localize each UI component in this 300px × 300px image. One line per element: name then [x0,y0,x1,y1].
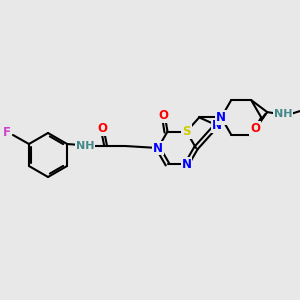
Text: O: O [250,122,260,135]
Text: F: F [3,125,11,139]
Text: NH: NH [76,141,94,151]
Text: N: N [216,111,226,124]
Text: N: N [153,142,163,154]
Text: O: O [97,122,107,136]
Text: S: S [182,125,191,138]
Text: N: N [216,111,226,124]
Text: N: N [212,119,222,132]
Text: NH: NH [274,109,292,119]
Text: O: O [158,109,169,122]
Text: N: N [182,158,191,171]
